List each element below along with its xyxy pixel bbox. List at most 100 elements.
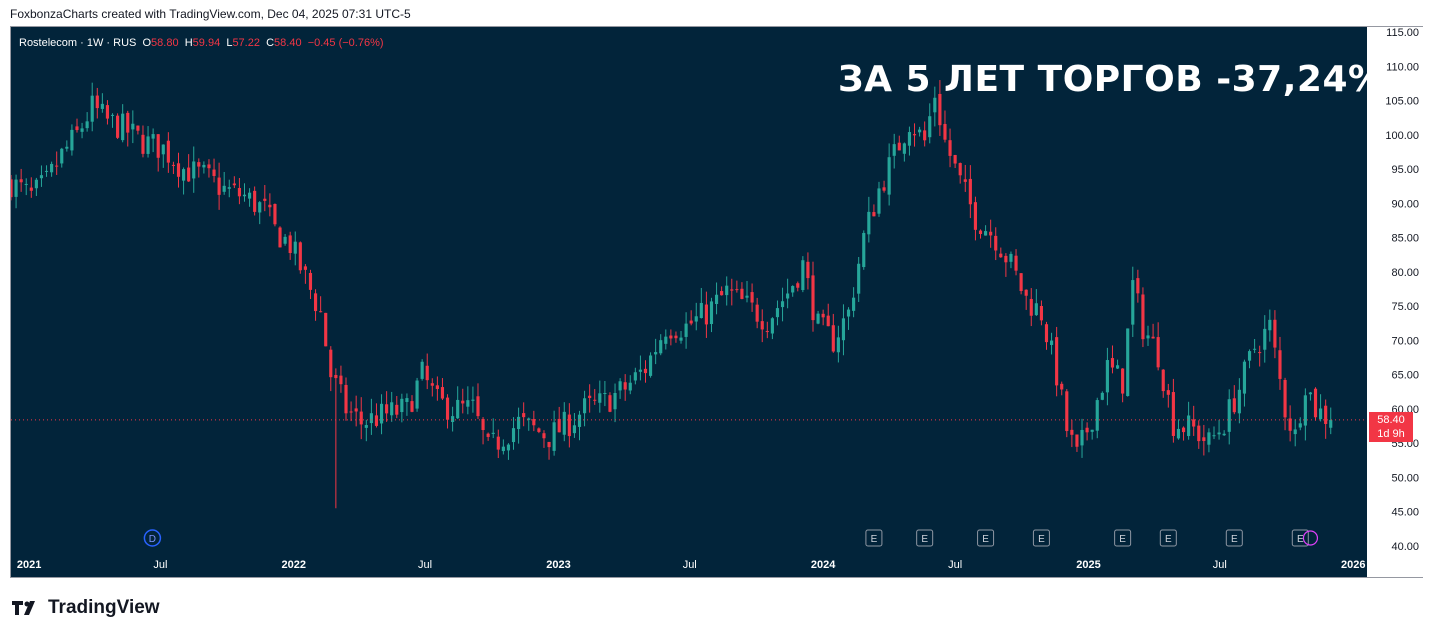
- split-event-icon[interactable]: [1302, 530, 1319, 546]
- price-tick-label: 50.00: [1391, 472, 1419, 484]
- candle-body: [948, 140, 952, 156]
- candle-body: [481, 418, 485, 431]
- price-tick-label: 105.00: [1385, 96, 1419, 108]
- candle-body: [171, 164, 176, 166]
- candle-body: [1075, 434, 1079, 447]
- candle-body: [1278, 350, 1282, 379]
- earnings-badge[interactable]: [1032, 529, 1050, 547]
- earnings-badge-label: E: [1119, 534, 1126, 545]
- candle-body: [263, 198, 267, 201]
- candle-body: [222, 185, 226, 192]
- candle-body: [176, 163, 181, 177]
- candle-body: [237, 187, 241, 197]
- price-tick-label: 45.00: [1391, 507, 1419, 519]
- candle-body: [430, 383, 434, 386]
- candle-body: [1156, 337, 1160, 368]
- price-tick-label: 115.00: [1386, 27, 1419, 39]
- candle-body: [359, 411, 363, 425]
- candle-body: [770, 318, 774, 334]
- candle-body: [1212, 435, 1216, 437]
- candle-body: [466, 400, 470, 407]
- candle-body: [684, 323, 688, 337]
- close-value: 58.40: [274, 37, 302, 49]
- candle-body: [821, 313, 825, 318]
- candle-body: [786, 293, 790, 299]
- candle-body: [19, 179, 23, 183]
- candle-body: [1100, 392, 1104, 400]
- earnings-badge[interactable]: [865, 529, 883, 547]
- candle-body: [618, 381, 622, 391]
- price-tick-label: 95.00: [1391, 164, 1419, 176]
- chart-frame: 115.00 110.00 105.00 100.00 95.00 90.00 85.00 8…: [10, 26, 1423, 578]
- dividend-badge[interactable]: [143, 529, 162, 547]
- candle-body: [258, 202, 262, 213]
- candle-body: [588, 395, 592, 399]
- candle-body: [182, 169, 186, 181]
- candle-body: [65, 146, 69, 149]
- time-tick-label: Jul: [418, 559, 432, 571]
- time-tick-label: 2024: [811, 559, 836, 571]
- candle-body: [95, 95, 99, 109]
- candle-body: [1253, 348, 1257, 350]
- symbol-name: Rostelecom · 1W · RUS: [19, 37, 137, 49]
- time-tick-label: 2026: [1341, 559, 1365, 571]
- candle-body: [532, 419, 536, 426]
- candle-body: [288, 235, 292, 254]
- candle-body: [765, 331, 769, 333]
- candle-body: [730, 289, 734, 291]
- price-tick-label: 70.00: [1391, 335, 1419, 347]
- earnings-badge[interactable]: [1159, 529, 1177, 547]
- candle-body: [978, 230, 983, 235]
- candle-body: [476, 396, 480, 417]
- candle-body: [1222, 433, 1226, 436]
- candle-body: [141, 134, 145, 154]
- chart-attribution: FoxbonzaCharts created with TradingView.…: [10, 7, 411, 21]
- candle-body: [892, 144, 896, 156]
- candle-body: [232, 183, 236, 186]
- candle-body: [496, 436, 500, 450]
- candle-body: [1039, 305, 1043, 321]
- candle-body: [420, 361, 424, 379]
- earnings-badge[interactable]: [916, 529, 934, 547]
- earnings-badge[interactable]: [1291, 529, 1309, 547]
- candle-body: [293, 241, 297, 254]
- earnings-badge[interactable]: [1225, 529, 1243, 547]
- candle-body: [902, 143, 906, 154]
- candle-body: [90, 95, 94, 122]
- candle-body: [1227, 399, 1231, 432]
- candle-body: [567, 414, 571, 437]
- plot-background: [11, 27, 1367, 577]
- candle-body: [1146, 335, 1150, 339]
- candle-body: [1217, 432, 1221, 435]
- candle-body: [1080, 429, 1084, 446]
- earnings-badge[interactable]: [1114, 529, 1132, 547]
- earnings-badge-label: E: [1038, 534, 1045, 545]
- candle-body: [654, 352, 658, 355]
- tradingview-logo[interactable]: TradingView: [12, 597, 160, 619]
- tradingview-wordmark: TradingView: [48, 597, 160, 618]
- earnings-badge-label: E: [1231, 534, 1238, 545]
- earnings-badge[interactable]: [977, 529, 995, 547]
- candle-body: [283, 236, 287, 244]
- candle-body: [85, 121, 89, 129]
- candle-body: [1009, 253, 1013, 262]
- candle-body: [303, 266, 307, 270]
- candle-body: [24, 183, 28, 185]
- candlestick-chart[interactable]: 115.00 110.00 105.00 100.00 95.00 90.00 85.00 8…: [11, 27, 1424, 579]
- time-tick-label: Jul: [683, 559, 697, 571]
- candle-body: [796, 283, 800, 288]
- price-axis[interactable]: [1367, 27, 1423, 577]
- candle-body: [755, 304, 759, 322]
- low-value: 57.22: [232, 37, 260, 49]
- candle-body: [1065, 391, 1069, 432]
- candle-body: [1293, 429, 1297, 435]
- candle-body: [735, 289, 739, 291]
- candle-body: [273, 203, 277, 225]
- candle-body: [1242, 361, 1247, 394]
- candle-body: [1024, 289, 1028, 296]
- candle-body: [1273, 319, 1277, 348]
- candle-body: [50, 163, 54, 173]
- time-tick-label: Jul: [948, 559, 962, 571]
- candle-body: [1202, 437, 1206, 442]
- price-tick-label: 85.00: [1391, 233, 1419, 245]
